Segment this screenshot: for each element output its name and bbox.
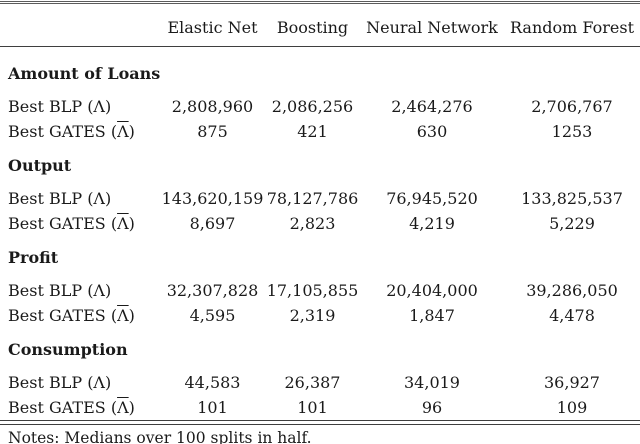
row-label-gates: Best GATES (Λ)	[8, 398, 135, 417]
value-cell: 2,464,276	[391, 97, 473, 116]
row-label-blp: Best BLP (Λ)	[8, 281, 112, 300]
value-cell: 78,127,786	[266, 189, 359, 208]
value-cell: 875	[197, 122, 228, 141]
top-double-rule	[0, 1, 640, 4]
value-cell: 8,697	[189, 214, 236, 233]
value-cell: 36,927	[544, 373, 600, 392]
section-row-profit: Profit	[0, 236, 640, 278]
value-cell: 20,404,000	[386, 281, 478, 300]
lambda-bar-symbol: Λ	[117, 122, 129, 141]
row-label-gates: Best GATES (Λ)	[8, 306, 135, 325]
value-cell: 133,825,537	[521, 189, 623, 208]
section-title: Profit	[8, 247, 59, 267]
bottom-double-rule	[0, 420, 640, 425]
value-cell: 2,706,767	[531, 97, 613, 116]
table-row-blp: Best BLP (Λ) 2,808,960 2,086,256 2,464,2…	[0, 94, 640, 119]
table-body: Amount of Loans Best BLP (Λ) 2,808,960 2…	[0, 47, 640, 421]
section-title: Consumption	[8, 339, 128, 359]
section-row-amount-of-loans: Amount of Loans	[0, 47, 640, 95]
row-label-gates: Best GATES (Λ)	[8, 214, 135, 233]
value-cell: 4,478	[549, 306, 595, 325]
value-cell: 32,307,828	[166, 281, 259, 300]
value-cell: 96	[421, 398, 443, 417]
section-row-consumption: Consumption	[0, 328, 640, 370]
section-row-output: Output	[0, 144, 640, 186]
value-cell: 101	[197, 398, 228, 417]
table-header: Elastic Net Boosting Neural Network Rand…	[0, 4, 640, 47]
value-cell: 2,823	[289, 214, 336, 233]
table-row-blp: Best BLP (Λ) 143,620,159 78,127,786 76,9…	[0, 186, 640, 211]
lambda-bar-symbol: Λ	[117, 306, 129, 325]
section-title: Amount of Loans	[8, 63, 161, 83]
column-header-boosting: Boosting	[265, 4, 360, 47]
value-cell: 2,808,960	[171, 97, 254, 116]
row-label-blp: Best BLP (Λ)	[8, 189, 112, 208]
corner-cell-empty	[0, 4, 160, 47]
value-cell: 2,086,256	[271, 97, 354, 116]
value-cell: 26,387	[284, 373, 341, 392]
table-row-gates: Best GATES (Λ) 101 101 96 109	[0, 395, 640, 420]
table-row-gates: Best GATES (Λ) 875 421 630 1253	[0, 119, 640, 144]
row-label-gates: Best GATES (Λ)	[8, 122, 135, 141]
value-cell: 1,847	[409, 306, 455, 325]
table-row-gates: Best GATES (Λ) 8,697 2,823 4,219 5,229	[0, 211, 640, 236]
value-cell: 44,583	[184, 373, 241, 392]
value-cell: 109	[556, 398, 588, 417]
value-cell: 34,019	[404, 373, 460, 392]
value-cell: 630	[416, 122, 448, 141]
value-cell: 421	[297, 122, 328, 141]
value-cell: 5,229	[549, 214, 595, 233]
section-title: Output	[8, 155, 72, 175]
lambda-bar-symbol: Λ	[117, 398, 129, 417]
column-header-neural-network: Neural Network	[360, 4, 504, 47]
value-cell: 39,286,050	[526, 281, 618, 300]
value-cell: 2,319	[289, 306, 336, 325]
column-header-elastic-net: Elastic Net	[160, 4, 265, 47]
value-cell: 76,945,520	[386, 189, 478, 208]
column-header-random-forest: Random Forest	[504, 4, 640, 47]
table-row-gates: Best GATES (Λ) 4,595 2,319 1,847 4,478	[0, 303, 640, 328]
value-cell: 143,620,159	[161, 189, 264, 208]
table-notes: Notes: Medians over 100 splits in half.	[8, 429, 312, 444]
table-row-blp: Best BLP (Λ) 32,307,828 17,105,855 20,40…	[0, 278, 640, 303]
value-cell: 101	[297, 398, 328, 417]
row-label-blp: Best BLP (Λ)	[8, 97, 112, 116]
results-table: Elastic Net Boosting Neural Network Rand…	[0, 4, 640, 420]
table-row-blp: Best BLP (Λ) 44,583 26,387 34,019 36,927	[0, 370, 640, 395]
value-cell: 1253	[551, 122, 593, 141]
header-row: Elastic Net Boosting Neural Network Rand…	[0, 4, 640, 47]
row-label-blp: Best BLP (Λ)	[8, 373, 112, 392]
value-cell: 4,219	[409, 214, 455, 233]
value-cell: 17,105,855	[266, 281, 359, 300]
value-cell: 4,595	[189, 306, 236, 325]
lambda-bar-symbol: Λ	[117, 214, 129, 233]
